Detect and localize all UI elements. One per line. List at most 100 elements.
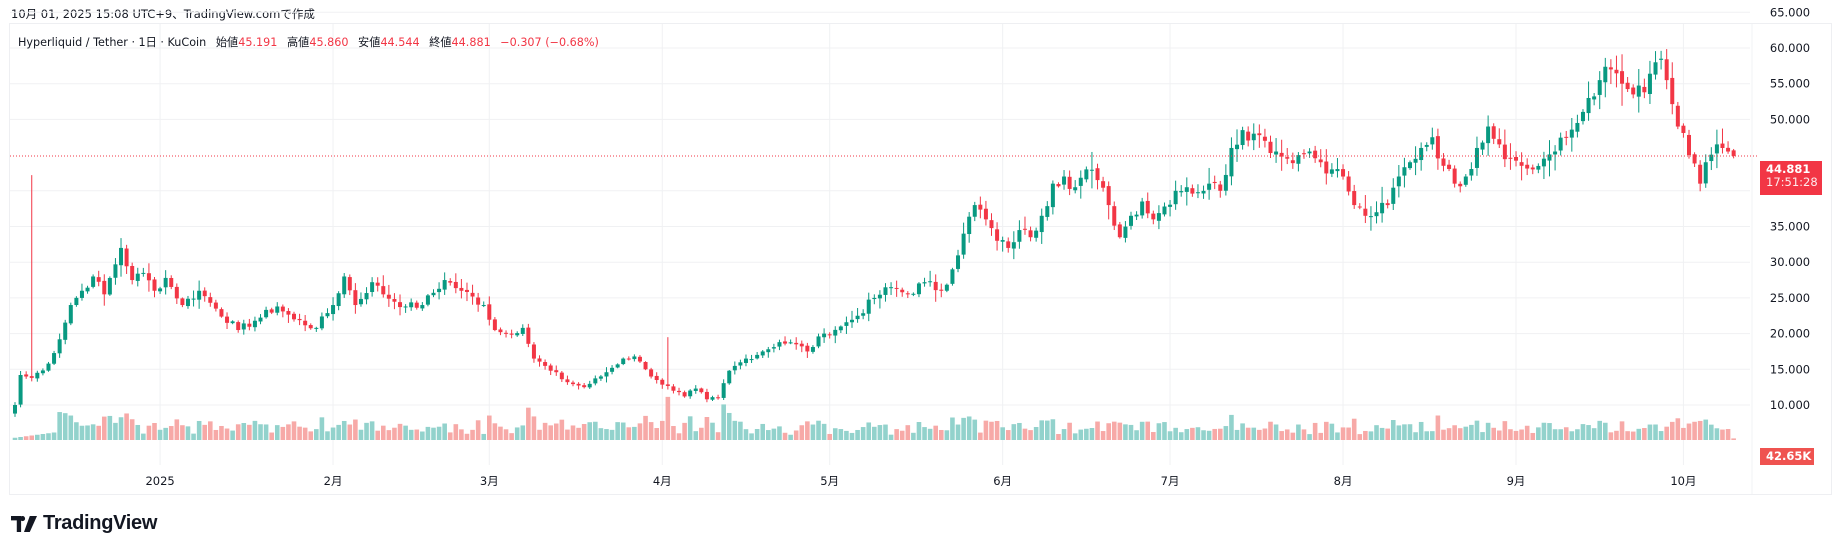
candle-body bbox=[905, 293, 910, 295]
candle-body bbox=[1301, 153, 1306, 155]
candle-body bbox=[654, 375, 659, 381]
candle-body bbox=[643, 361, 648, 370]
candle-body bbox=[1592, 96, 1597, 100]
candle-body bbox=[286, 311, 291, 315]
volume-bar bbox=[1084, 428, 1089, 440]
volume-bar bbox=[570, 425, 576, 440]
candle-body bbox=[777, 342, 782, 347]
candle-body bbox=[1530, 167, 1535, 170]
candle-body bbox=[375, 282, 380, 286]
volume-bar bbox=[1284, 429, 1290, 440]
candle-body bbox=[1067, 176, 1072, 189]
volume-bar bbox=[883, 424, 888, 440]
volume-bar bbox=[520, 425, 526, 440]
volume-bar bbox=[699, 427, 704, 440]
candle-body bbox=[1447, 164, 1452, 169]
candle-body bbox=[861, 313, 866, 316]
volume-bar bbox=[604, 429, 609, 440]
volume-bar bbox=[989, 421, 994, 440]
candle-body bbox=[799, 343, 804, 347]
candle-body bbox=[1703, 162, 1708, 184]
candle-body bbox=[319, 316, 324, 329]
volume-bar bbox=[581, 423, 587, 440]
volume-bar bbox=[341, 420, 347, 440]
symbol-label[interactable]: Hyperliquid / Tether · 1日 · KuCoin bbox=[18, 36, 207, 49]
candle-body bbox=[721, 383, 726, 398]
volume-bar bbox=[526, 407, 531, 440]
candle-body bbox=[197, 290, 202, 300]
candle-body bbox=[1525, 164, 1530, 169]
x-tick-label: 4月 bbox=[653, 474, 672, 488]
candle-body bbox=[1324, 161, 1329, 174]
volume-bar bbox=[12, 437, 18, 440]
volume-bar bbox=[1496, 430, 1502, 440]
candle-body bbox=[364, 293, 369, 300]
volume-bar bbox=[877, 425, 883, 440]
candle-body bbox=[130, 265, 135, 281]
candle-body bbox=[928, 281, 933, 283]
candle-body bbox=[191, 298, 196, 300]
candle-body bbox=[1335, 169, 1340, 172]
candle-body bbox=[727, 370, 732, 384]
volume-bar bbox=[1591, 428, 1597, 440]
candle-body bbox=[1709, 154, 1714, 162]
volume-bar bbox=[598, 428, 604, 440]
volume-bar bbox=[1463, 426, 1469, 440]
candle-body bbox=[1385, 203, 1390, 206]
x-tick-label: 8月 bbox=[1334, 474, 1353, 488]
x-tick-label: 7月 bbox=[1161, 474, 1180, 488]
candle-body bbox=[582, 385, 587, 388]
candle-body bbox=[1391, 187, 1396, 204]
y-tick-label: 30.000 bbox=[1770, 255, 1810, 269]
volume-bar bbox=[375, 430, 380, 440]
candle-body bbox=[1659, 58, 1664, 60]
volume-bar bbox=[1681, 427, 1686, 440]
volume-bar bbox=[687, 416, 693, 440]
candle-body bbox=[699, 388, 704, 393]
candle-body bbox=[1396, 176, 1401, 187]
candle-body bbox=[152, 279, 157, 291]
volume-bar bbox=[827, 433, 832, 440]
candle-body bbox=[353, 290, 358, 306]
volume-bar bbox=[659, 420, 665, 440]
open-value: 45.191 bbox=[238, 36, 278, 49]
volume-bar bbox=[297, 426, 302, 440]
candle-body bbox=[1357, 206, 1362, 208]
candle-body bbox=[1168, 204, 1173, 207]
volume-bar bbox=[832, 428, 838, 440]
volume-bar bbox=[1028, 430, 1033, 440]
candle-body bbox=[1463, 176, 1468, 185]
volume-bar bbox=[68, 415, 74, 440]
candle-body bbox=[1195, 192, 1200, 194]
volume-bar bbox=[1229, 414, 1234, 440]
volume-bar bbox=[855, 429, 860, 440]
candle-body bbox=[146, 273, 151, 281]
volume-bar bbox=[1385, 428, 1390, 440]
candle-body bbox=[816, 336, 821, 347]
candle-body bbox=[933, 281, 938, 291]
candle-body bbox=[1062, 176, 1067, 185]
volume-bar bbox=[464, 433, 470, 440]
candle-body bbox=[794, 342, 799, 345]
volume-bar bbox=[1396, 425, 1402, 440]
candle-body bbox=[1296, 155, 1301, 164]
candle-body bbox=[504, 332, 509, 334]
volume-bar bbox=[1390, 420, 1396, 440]
candle-body bbox=[1575, 122, 1580, 132]
candle-body bbox=[682, 392, 687, 397]
volume-bar bbox=[1374, 425, 1379, 440]
volume-bar bbox=[392, 427, 397, 440]
tradingview-logo[interactable]: TradingView bbox=[11, 512, 157, 535]
candle-body bbox=[554, 370, 559, 373]
candle-body bbox=[716, 397, 721, 399]
candle-body bbox=[1129, 215, 1133, 226]
candle-body bbox=[788, 342, 793, 344]
candle-body bbox=[1000, 240, 1005, 242]
volume-bar bbox=[615, 422, 620, 440]
candle-body bbox=[877, 294, 882, 299]
bar-countdown: 17:51:28 bbox=[1766, 175, 1818, 189]
candle-body bbox=[398, 302, 403, 308]
candle-body bbox=[1636, 85, 1641, 97]
volume-bar bbox=[330, 427, 336, 440]
